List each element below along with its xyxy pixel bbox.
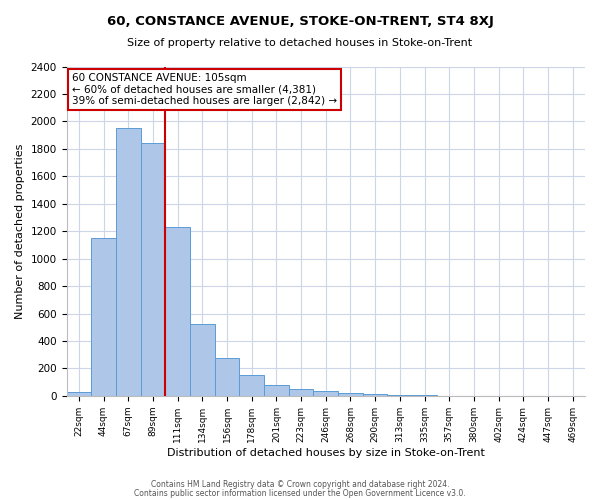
X-axis label: Distribution of detached houses by size in Stoke-on-Trent: Distribution of detached houses by size … bbox=[167, 448, 485, 458]
Text: 60 CONSTANCE AVENUE: 105sqm
← 60% of detached houses are smaller (4,381)
39% of : 60 CONSTANCE AVENUE: 105sqm ← 60% of det… bbox=[72, 73, 337, 106]
Bar bbox=[264, 385, 289, 396]
Bar bbox=[338, 393, 363, 396]
Text: Contains HM Land Registry data © Crown copyright and database right 2024.: Contains HM Land Registry data © Crown c… bbox=[151, 480, 449, 489]
Text: 60, CONSTANCE AVENUE, STOKE-ON-TRENT, ST4 8XJ: 60, CONSTANCE AVENUE, STOKE-ON-TRENT, ST… bbox=[107, 15, 493, 28]
Bar bbox=[190, 324, 215, 396]
Bar bbox=[215, 358, 239, 396]
Bar bbox=[140, 144, 165, 396]
Text: Size of property relative to detached houses in Stoke-on-Trent: Size of property relative to detached ho… bbox=[127, 38, 473, 48]
Bar bbox=[239, 376, 264, 396]
Bar bbox=[313, 391, 338, 396]
Bar bbox=[388, 395, 412, 396]
Y-axis label: Number of detached properties: Number of detached properties bbox=[15, 144, 25, 319]
Bar bbox=[91, 238, 116, 396]
Bar bbox=[289, 389, 313, 396]
Bar bbox=[363, 394, 388, 396]
Bar bbox=[116, 128, 140, 396]
Text: Contains public sector information licensed under the Open Government Licence v3: Contains public sector information licen… bbox=[134, 488, 466, 498]
Bar bbox=[165, 227, 190, 396]
Bar bbox=[67, 392, 91, 396]
